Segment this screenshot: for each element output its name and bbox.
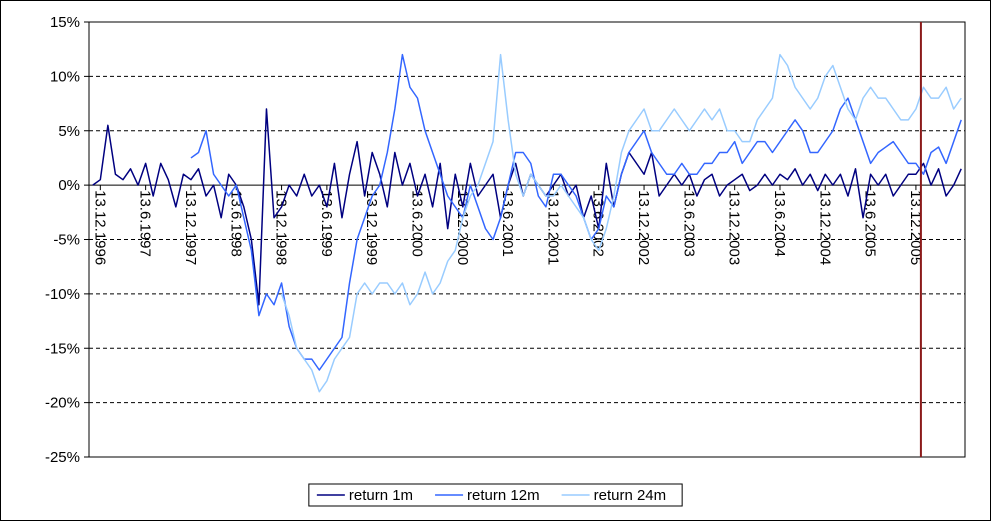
- x-tick-label: 13.12.2003: [726, 190, 743, 265]
- x-tick-label: 13.6.2005: [862, 190, 879, 257]
- x-tick-label: 13.6.1999: [318, 190, 335, 257]
- y-tick-label: 5%: [58, 123, 80, 140]
- legend-label: return 12m: [467, 487, 540, 504]
- x-tick-label: 13.12.1998: [273, 190, 290, 265]
- x-tick-label: 13.6.2004: [771, 190, 788, 257]
- x-tick-label: 13.12.2005: [907, 190, 924, 265]
- x-tick-label: 13.12.2001: [544, 190, 561, 265]
- x-tick-label: 13.12.2002: [635, 190, 652, 265]
- y-tick-label: -10%: [45, 286, 80, 303]
- legend-label: return 24m: [594, 487, 667, 504]
- y-tick-label: -25%: [45, 449, 80, 466]
- legend-box: [308, 483, 683, 507]
- x-tick-label: 13.12.1996: [91, 190, 108, 265]
- series-line: [280, 53, 962, 393]
- y-tick-label: 15%: [50, 14, 80, 31]
- legend-item: return 24m: [561, 487, 667, 504]
- x-tick-label: 13.6.1998: [227, 190, 244, 257]
- legend-item: return 1m: [316, 487, 413, 504]
- x-tick-label: 13.12.1999: [363, 190, 380, 265]
- x-tick-label: 13.6.2003: [680, 190, 697, 257]
- x-tick-label: 13.6.2001: [499, 190, 516, 257]
- x-tick-label: 13.6.2000: [409, 190, 426, 257]
- legend-item: return 12m: [435, 487, 540, 504]
- y-tick-label: -20%: [45, 395, 80, 412]
- y-tick-label: 0%: [58, 177, 80, 194]
- y-tick-label: 10%: [50, 68, 80, 85]
- y-tick-label: -15%: [45, 340, 80, 357]
- y-tick-label: -5%: [53, 232, 80, 249]
- legend: return 1m return 12m return 24m: [308, 483, 683, 507]
- x-tick-label: 13.12.2004: [816, 190, 833, 265]
- x-tick-label: 13.6.1997: [137, 190, 154, 257]
- x-tick-label: 13.12.1997: [182, 190, 199, 265]
- series-line: [190, 53, 962, 371]
- legend-label: return 1m: [349, 487, 413, 504]
